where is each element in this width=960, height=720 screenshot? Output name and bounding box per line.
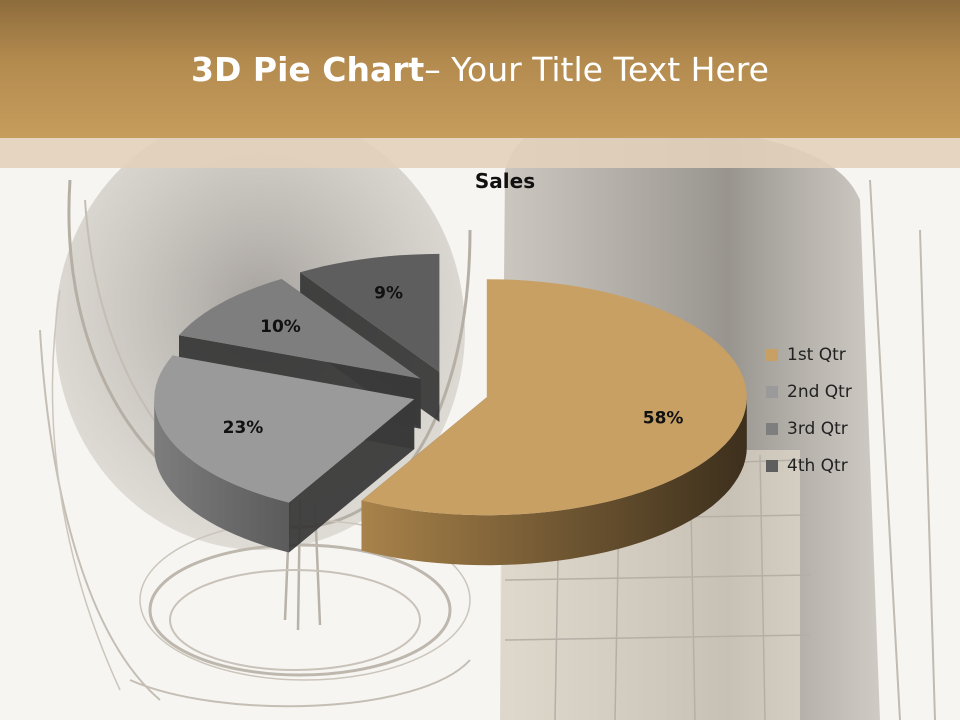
data-label-2: 23% <box>223 418 264 438</box>
title-band <box>0 138 960 168</box>
legend-item-1: 1st Qtr <box>766 336 852 373</box>
legend-label: 2nd Qtr <box>787 381 852 402</box>
pie-slice-1 <box>361 279 747 566</box>
pie-slice-top <box>361 279 747 516</box>
legend-swatch <box>766 348 778 361</box>
legend-label: 1st Qtr <box>787 344 846 365</box>
legend-swatch <box>766 459 778 472</box>
title-bar <box>0 0 960 138</box>
pie-slice-2 <box>154 355 415 553</box>
slide-title: 3D Pie Chart– Your Title Text Here <box>0 50 960 90</box>
slide-title-rest: – Your Title Text Here <box>424 50 769 89</box>
chart-title: Sales <box>475 169 535 193</box>
chart-legend: 1st Qtr 2nd Qtr 3rd Qtr 4th Qtr <box>766 336 852 484</box>
pie-slice-side <box>154 399 289 553</box>
pie-slice-top <box>300 253 440 372</box>
legend-item-3: 3rd Qtr <box>766 410 852 447</box>
data-label-4: 9% <box>374 284 403 304</box>
pie-slice-top <box>179 279 421 379</box>
pie-slice-side <box>361 397 747 566</box>
legend-swatch <box>766 385 778 398</box>
legend-item-2: 2nd Qtr <box>766 373 852 410</box>
legend-swatch <box>766 422 778 435</box>
legend-item-4: 4th Qtr <box>766 447 852 484</box>
slide-title-bold: 3D Pie Chart <box>191 50 425 89</box>
data-label-3: 10% <box>260 317 301 337</box>
legend-label: 4th Qtr <box>787 455 848 476</box>
data-label-1: 58% <box>643 409 684 429</box>
pie-slice-top <box>154 355 415 503</box>
legend-label: 3rd Qtr <box>787 418 848 439</box>
